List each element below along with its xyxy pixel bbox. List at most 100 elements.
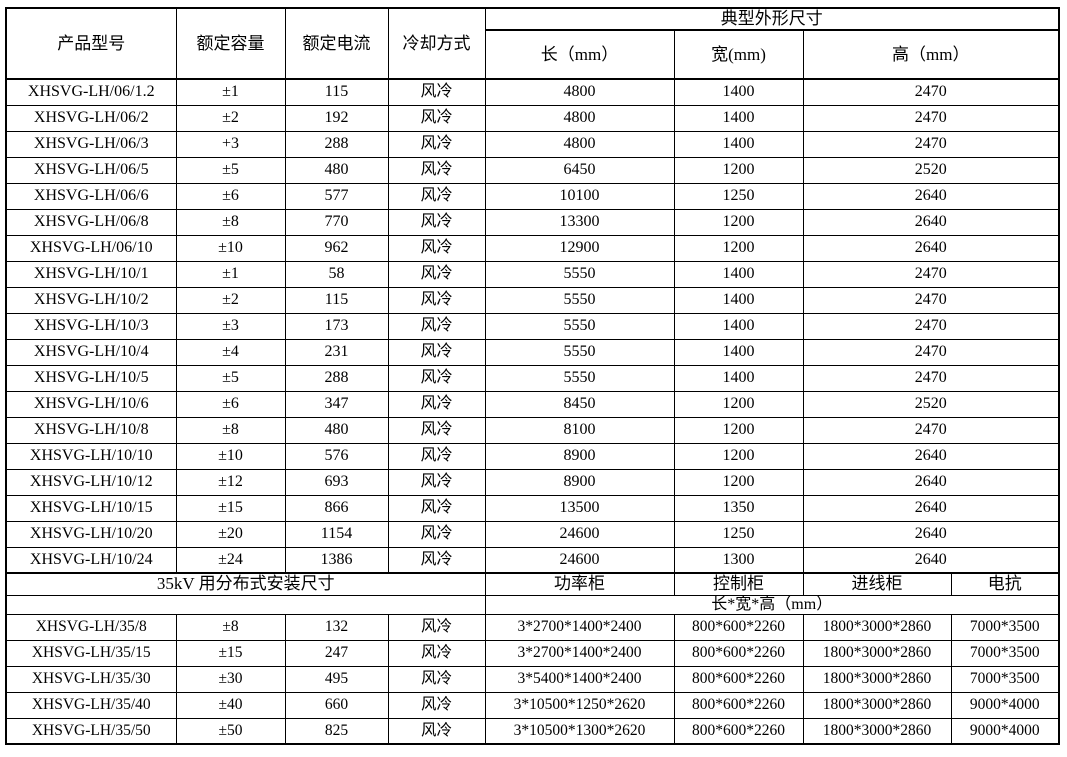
cell-cooling: 风冷	[387, 130, 486, 158]
cell-cooling: 风冷	[387, 390, 486, 418]
cell-cooling: 风冷	[387, 182, 486, 210]
cell-capacity: ±12	[175, 468, 286, 496]
cell-cooling: 风冷	[387, 442, 486, 470]
cell-current: 288	[284, 364, 389, 392]
table-row: XHSVG-LH/35/30 ±30 495 风冷 3*5400*1400*2400 80…	[5, 665, 1060, 693]
table-row: XHSVG-LH/06/3 +3 288 风冷 4800 1400 2470	[5, 130, 1060, 158]
table-row: XHSVG-LH/06/6 ±6 577 风冷 10100 1250 2640	[5, 182, 1060, 210]
cell-power-cabinet: 3*2700*1400*2400	[484, 639, 675, 667]
cell-capacity: ±5	[175, 364, 286, 392]
cell-height: 2640	[802, 468, 1060, 496]
cell-cooling: 风冷	[387, 494, 486, 522]
cell-current: 247	[284, 639, 389, 667]
header-height-mm: 高（mm）	[802, 29, 1060, 80]
cell-capacity: ±10	[175, 234, 286, 262]
cell-model: XHSVG-LH/10/12	[5, 468, 177, 496]
cell-length: 13500	[484, 494, 675, 522]
cell-model: XHSVG-LH/10/10	[5, 442, 177, 470]
table-row: XHSVG-LH/35/40 ±40 660 风冷 3*10500*1250*2620 8…	[5, 691, 1060, 719]
table-row: XHSVG-LH/35/15 ±15 247 风冷 3*2700*1400*2400 80…	[5, 639, 1060, 667]
cell-current: 495	[284, 665, 389, 693]
cell-current: 480	[284, 156, 389, 184]
cell-cooling: 风冷	[387, 312, 486, 340]
cell-capacity: ±1	[175, 260, 286, 288]
cell-current: 480	[284, 416, 389, 444]
cell-model: XHSVG-LH/06/10	[5, 234, 177, 262]
cell-width: 1400	[673, 260, 804, 288]
cell-height: 2640	[802, 520, 1060, 548]
cell-length: 24600	[484, 520, 675, 548]
cell-cooling: 风冷	[387, 338, 486, 366]
cell-capacity: ±24	[175, 546, 286, 574]
cell-height: 2470	[802, 286, 1060, 314]
cell-incoming-cabinet: 1800*3000*2860	[802, 639, 952, 667]
cell-model: XHSVG-LH/06/5	[5, 156, 177, 184]
cell-current: 660	[284, 691, 389, 719]
cell-capacity: ±2	[175, 104, 286, 132]
cell-height: 2640	[802, 442, 1060, 470]
cell-length: 8900	[484, 468, 675, 496]
table-row: XHSVG-LH/10/10 ±10 576 风冷 8900 1200 2640	[5, 442, 1060, 470]
cell-cooling: 风冷	[387, 691, 486, 719]
header-cooling-method: 冷却方式	[387, 7, 486, 80]
header-incoming-cabinet: 进线柜	[802, 572, 952, 596]
cell-height: 2470	[802, 416, 1060, 444]
cell-model: XHSVG-LH/10/5	[5, 364, 177, 392]
cell-current: 132	[284, 613, 389, 641]
cell-current: 58	[284, 260, 389, 288]
cell-width: 1200	[673, 390, 804, 418]
cell-cooling: 风冷	[387, 208, 486, 236]
cell-model: XHSVG-LH/06/1.2	[5, 78, 177, 106]
cell-length: 5550	[484, 338, 675, 366]
cell-height: 2520	[802, 156, 1060, 184]
header-rated-capacity: 额定容量	[175, 7, 286, 80]
cell-current: 115	[284, 78, 389, 106]
cell-model: XHSVG-LH/10/24	[5, 546, 177, 574]
cell-model: XHSVG-LH/06/3	[5, 130, 177, 158]
cell-cooling: 风冷	[387, 234, 486, 262]
cell-control-cabinet: 800*600*2260	[673, 613, 804, 641]
cell-capacity: ±4	[175, 338, 286, 366]
cell-current: 173	[284, 312, 389, 340]
cell-model: XHSVG-LH/06/8	[5, 208, 177, 236]
cell-cooling: 风冷	[387, 520, 486, 548]
section-35kv-header: 35kV 用分布式安装尺寸 功率柜 控制柜 进线柜 电抗 长*宽*高（mm）	[5, 572, 1060, 615]
table-row: XHSVG-LH/10/20 ±20 1154 风冷 24600 1250 2640	[5, 520, 1060, 548]
cell-capacity: ±6	[175, 390, 286, 418]
cell-power-cabinet: 3*5400*1400*2400	[484, 665, 675, 693]
cell-width: 1400	[673, 78, 804, 106]
cell-length: 8450	[484, 390, 675, 418]
cell-current: 770	[284, 208, 389, 236]
cell-reactor: 7000*3500	[950, 639, 1060, 667]
cell-reactor: 7000*3500	[950, 613, 1060, 641]
header-lwh-mm: 长*宽*高（mm）	[484, 594, 1060, 615]
table-row: XHSVG-LH/10/1 ±1 58 风冷 5550 1400 2470	[5, 260, 1060, 288]
cell-current: 115	[284, 286, 389, 314]
table-row: XHSVG-LH/06/10 ±10 962 风冷 12900 1200 2640	[5, 234, 1060, 262]
cell-length: 4800	[484, 78, 675, 106]
cell-capacity: ±10	[175, 442, 286, 470]
cell-width: 1200	[673, 208, 804, 236]
table-row: XHSVG-LH/10/2 ±2 115 风冷 5550 1400 2470	[5, 286, 1060, 314]
cell-height: 2640	[802, 208, 1060, 236]
cell-width: 1200	[673, 442, 804, 470]
cell-cooling: 风冷	[387, 156, 486, 184]
cell-width: 1400	[673, 364, 804, 392]
table-row: XHSVG-LH/10/8 ±8 480 风冷 8100 1200 2470	[5, 416, 1060, 444]
table-row: XHSVG-LH/06/1.2 ±1 115 风冷 4800 1400 2470	[5, 78, 1060, 106]
cell-model: XHSVG-LH/10/20	[5, 520, 177, 548]
cell-length: 10100	[484, 182, 675, 210]
header-control-cabinet: 控制柜	[673, 572, 804, 596]
cell-capacity: ±8	[175, 613, 286, 641]
cell-height: 2470	[802, 130, 1060, 158]
cell-cooling: 风冷	[387, 78, 486, 106]
cell-width: 1400	[673, 312, 804, 340]
header-width-mm: 宽(mm)	[673, 29, 804, 80]
cell-power-cabinet: 3*10500*1300*2620	[484, 717, 675, 745]
cell-width: 1200	[673, 234, 804, 262]
cell-current: 576	[284, 442, 389, 470]
table-row: XHSVG-LH/35/50 ±50 825 风冷 3*10500*1300*2620 8…	[5, 717, 1060, 745]
cell-capacity: ±15	[175, 639, 286, 667]
cell-power-cabinet: 3*10500*1250*2620	[484, 691, 675, 719]
table-row: XHSVG-LH/10/6 ±6 347 风冷 8450 1200 2520	[5, 390, 1060, 418]
